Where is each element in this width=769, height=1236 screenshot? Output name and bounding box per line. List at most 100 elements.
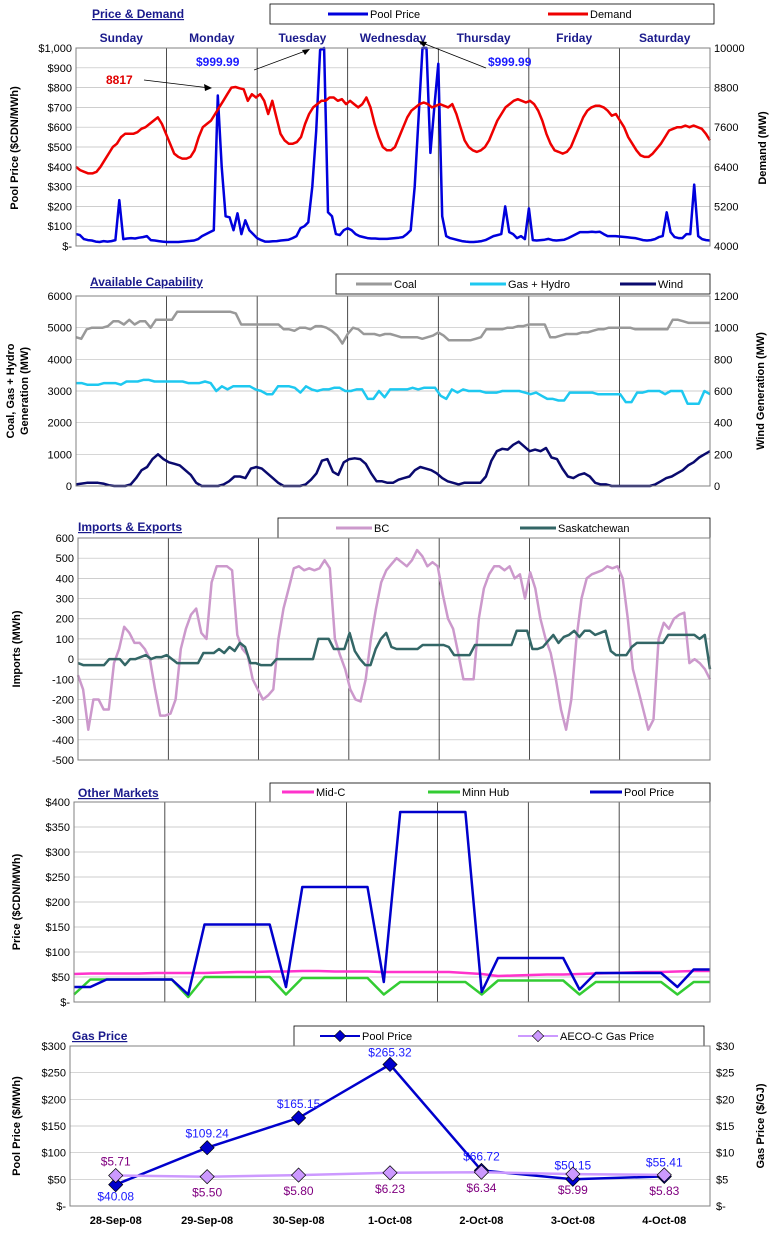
data-label: $109.24 [185, 1127, 229, 1141]
y-tick-label: $700 [48, 102, 72, 114]
annotation-demand-peak: 8817 [106, 73, 133, 87]
price-demand-y2label: Demand (MW) [757, 111, 769, 185]
series-line-bc [76, 548, 712, 731]
y-tick-label: 600 [56, 533, 74, 545]
y2-tick-label: 400 [714, 418, 732, 430]
data-label: $5.83 [649, 1184, 679, 1198]
other-markets-title: Other Markets [78, 786, 159, 800]
y2-tick-label: 200 [714, 449, 732, 461]
data-label: $165.15 [277, 1097, 321, 1111]
y-tick-label: $600 [48, 122, 72, 134]
price-demand-ylabel: Pool Price ($CDN/MWh) [9, 86, 21, 210]
y2-tick-label: $- [716, 1201, 726, 1213]
gas-price-ylabel: Pool Price ($/MWh) [11, 1076, 23, 1176]
data-marker [199, 1169, 215, 1185]
y2-tick-label: 600 [714, 386, 732, 398]
data-label: $6.34 [466, 1181, 496, 1195]
y-tick-label: 5000 [48, 323, 72, 335]
series-line-demand [75, 85, 712, 175]
gas-price-legend: Pool Price AECO-C Gas Price [293, 1025, 705, 1047]
x-category-label: 4-Oct-08 [642, 1215, 686, 1227]
y2-tick-label: 8800 [714, 83, 738, 95]
legend-minn-hub: Minn Hub [462, 787, 509, 799]
price-demand-title: Price & Demand [92, 7, 184, 21]
y2-tick-label: 5200 [714, 201, 738, 213]
data-label: $5.80 [284, 1184, 314, 1198]
y-tick-label: 400 [56, 573, 74, 585]
series-line-saskatchewan [77, 629, 712, 670]
y2-tick-label: $15 [716, 1121, 734, 1133]
series-line-coal [75, 310, 710, 345]
data-label: $5.50 [192, 1186, 222, 1200]
capability-title: Available Capability [90, 275, 203, 289]
y-tick-label: -400 [52, 735, 74, 747]
data-label: $55.41 [646, 1155, 683, 1169]
day-label: Wednesday [360, 31, 427, 45]
gas-price-chart: Gas Price Pool Price AECO-C Gas Price $-… [11, 1025, 767, 1227]
y2-tick-label: $30 [716, 1041, 734, 1053]
y2-tick-label: 7600 [714, 122, 738, 134]
legend-bc: BC [374, 523, 389, 535]
imports-exports-chart: Imports & Exports BC Saskatchewan -500 -4… [11, 517, 712, 767]
legend-aeco-c: AECO-C Gas Price [560, 1031, 654, 1043]
y-tick-label: $- [62, 241, 72, 253]
y2-tick-label: 4000 [714, 241, 738, 253]
x-category-label: 29-Sep-08 [181, 1215, 233, 1227]
y2-tick-label: $25 [716, 1068, 734, 1080]
y2-tick-label: 6400 [714, 162, 738, 174]
data-label: $6.23 [375, 1182, 405, 1196]
y-tick-label: $300 [46, 847, 70, 859]
y2-tick-label: 1000 [714, 323, 738, 335]
y-tick-label: 500 [56, 553, 74, 565]
gas-price-title: Gas Price [72, 1029, 128, 1043]
x-category-label: 3-Oct-08 [551, 1215, 595, 1227]
y-tick-label: $- [60, 997, 70, 1009]
y-tick-label: $100 [48, 221, 72, 233]
other-markets-legend: Mid-C Minn Hub Pool Price [269, 782, 711, 803]
x-category-label: 30-Sep-08 [273, 1215, 325, 1227]
y-tick-label: 300 [56, 594, 74, 606]
available-capability-chart: Available Capability Coal Gas + Hydro Wi… [5, 273, 767, 493]
y-tick-label: 0 [66, 481, 72, 493]
legend-wind: Wind [658, 279, 683, 291]
legend-saskatchewan: Saskatchewan [558, 523, 630, 535]
imports-ylabel: Imports (MWh) [11, 610, 23, 687]
data-marker [291, 1110, 307, 1126]
y-tick-label: $50 [48, 1174, 66, 1186]
capability-ylabel-line2: Generation (MW) [19, 347, 31, 435]
annotation-price-cap-1: $999.99 [196, 55, 240, 69]
x-category-label: 28-Sep-08 [90, 1215, 142, 1227]
y-tick-label: $900 [48, 63, 72, 75]
y-tick-label: $400 [48, 162, 72, 174]
x-category-label: 2-Oct-08 [459, 1215, 503, 1227]
day-label: Friday [556, 31, 592, 45]
y-tick-label: $250 [42, 1068, 66, 1080]
other-markets-ylabel: Price ($CDN/MWh) [11, 853, 23, 950]
legend-coal: Coal [394, 279, 417, 291]
y-tick-label: $100 [46, 947, 70, 959]
data-marker [473, 1164, 489, 1180]
y2-tick-label: 10000 [714, 43, 745, 55]
data-label: $66.72 [463, 1149, 500, 1163]
imports-legend: BC Saskatchewan [277, 517, 711, 539]
y-tick-label: -500 [52, 755, 74, 767]
other-markets-plot-area [73, 801, 711, 1003]
y-tick-label: 3000 [48, 386, 72, 398]
capability-legend: Coal Gas + Hydro Wind [335, 273, 711, 295]
legend-pool-price-2: Pool Price [624, 787, 674, 799]
data-marker [291, 1167, 307, 1183]
series-line-wind [75, 440, 711, 488]
legend-pool-price-3: Pool Price [362, 1031, 412, 1043]
y-tick-label: $150 [46, 922, 70, 934]
y-tick-label: $350 [46, 822, 70, 834]
imports-plot-area [77, 537, 711, 761]
day-label: Monday [189, 31, 235, 45]
y-tick-label: $- [56, 1201, 66, 1213]
data-marker [382, 1165, 398, 1181]
series-line-gas-hydro [76, 378, 711, 405]
day-label: Saturday [639, 31, 691, 45]
legend-demand: Demand [590, 9, 632, 21]
y-tick-label: $300 [42, 1041, 66, 1053]
y-tick-label: $250 [46, 872, 70, 884]
